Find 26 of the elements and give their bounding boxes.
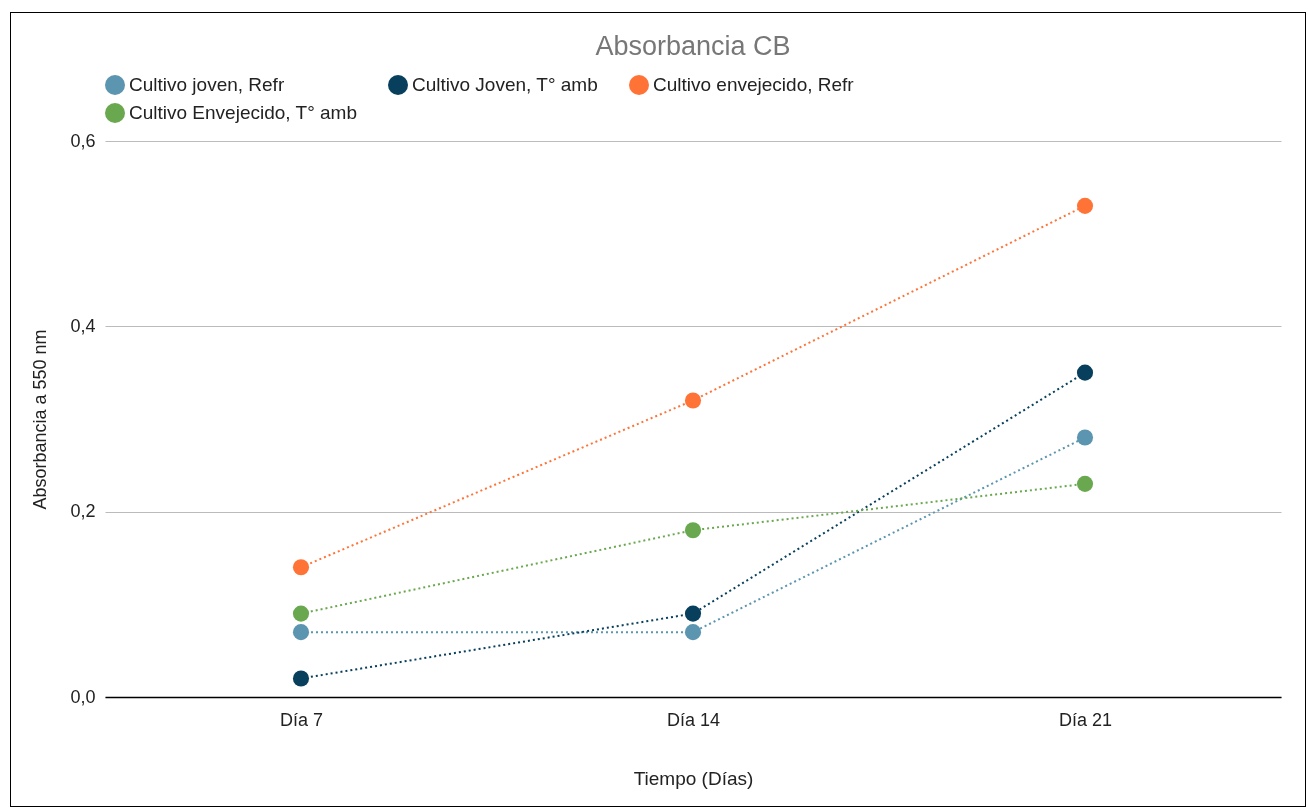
chart-title: Absorbancia CB	[595, 31, 791, 61]
point	[1076, 475, 1094, 492]
y-axis-title: Absorbancia a 550 nm	[30, 329, 51, 510]
point	[1076, 197, 1094, 214]
x-tick-label: Día 21	[1058, 709, 1113, 730]
y-tick-label: 0,6	[70, 130, 96, 151]
point	[292, 624, 310, 641]
legend-label: Cultivo joven, Refr	[129, 74, 285, 95]
y-tick-label: 0,2	[70, 501, 96, 522]
point	[684, 392, 702, 409]
point	[292, 670, 310, 687]
point	[292, 559, 310, 576]
legend-label: Cultivo Envejecido, T° amb	[129, 102, 357, 123]
point	[684, 522, 702, 539]
x-tick-label: Día 7	[279, 709, 324, 730]
y-tick-label: 0,0	[70, 686, 96, 707]
point	[1076, 429, 1094, 446]
legend-label: Cultivo envejecido, Refr	[653, 74, 855, 95]
x-tick-label: Día 14	[666, 709, 721, 730]
y-tick-label: 0,4	[70, 315, 96, 336]
point	[292, 605, 310, 622]
x-axis-title: Tiempo (Días)	[633, 767, 754, 789]
legend-label: Cultivo Joven, T° amb	[412, 74, 598, 95]
point	[1076, 364, 1094, 381]
point	[684, 605, 702, 622]
point	[684, 624, 702, 641]
